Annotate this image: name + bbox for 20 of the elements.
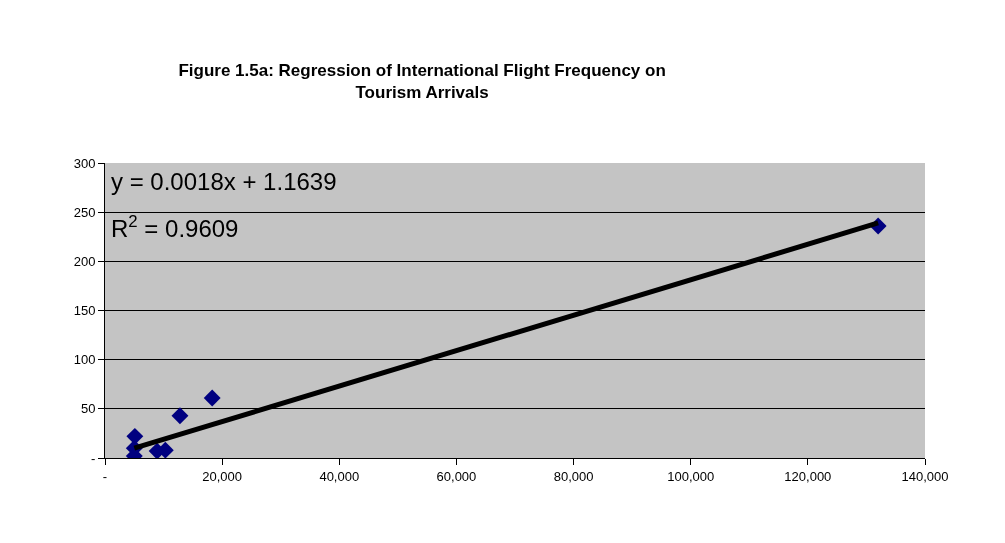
x-tick-label: 60,000 xyxy=(436,468,477,484)
y-tick-label: 150 xyxy=(73,303,96,319)
y-tick-label: 250 xyxy=(73,204,96,220)
annotation: y = 0.0018x + 1.1639 xyxy=(111,168,337,195)
x-tick-label: 120,000 xyxy=(784,468,832,484)
chart-title: Figure 1.5a: Regression of International Flight Frequency on Tourism Arrivals xyxy=(178,61,666,103)
y-tick-label: - xyxy=(91,450,96,466)
x-tick-label: - xyxy=(102,468,108,484)
y-tick-label: 200 xyxy=(73,253,96,269)
x-tick-label: 20,000 xyxy=(202,468,243,484)
x-tick-label: 80,000 xyxy=(553,468,594,484)
point xyxy=(203,389,221,407)
y-tick-label: 300 xyxy=(73,155,96,171)
point xyxy=(171,407,189,425)
x-tick-label: 100,000 xyxy=(667,468,715,484)
y-tick-label: 100 xyxy=(73,352,96,368)
annotation: R$^{2}$ = 0.9609 xyxy=(111,212,239,243)
x-tick-label: 40,000 xyxy=(319,468,360,484)
y-tick-label: 50 xyxy=(80,401,96,417)
x-tick-label: 140,000 xyxy=(901,468,949,484)
